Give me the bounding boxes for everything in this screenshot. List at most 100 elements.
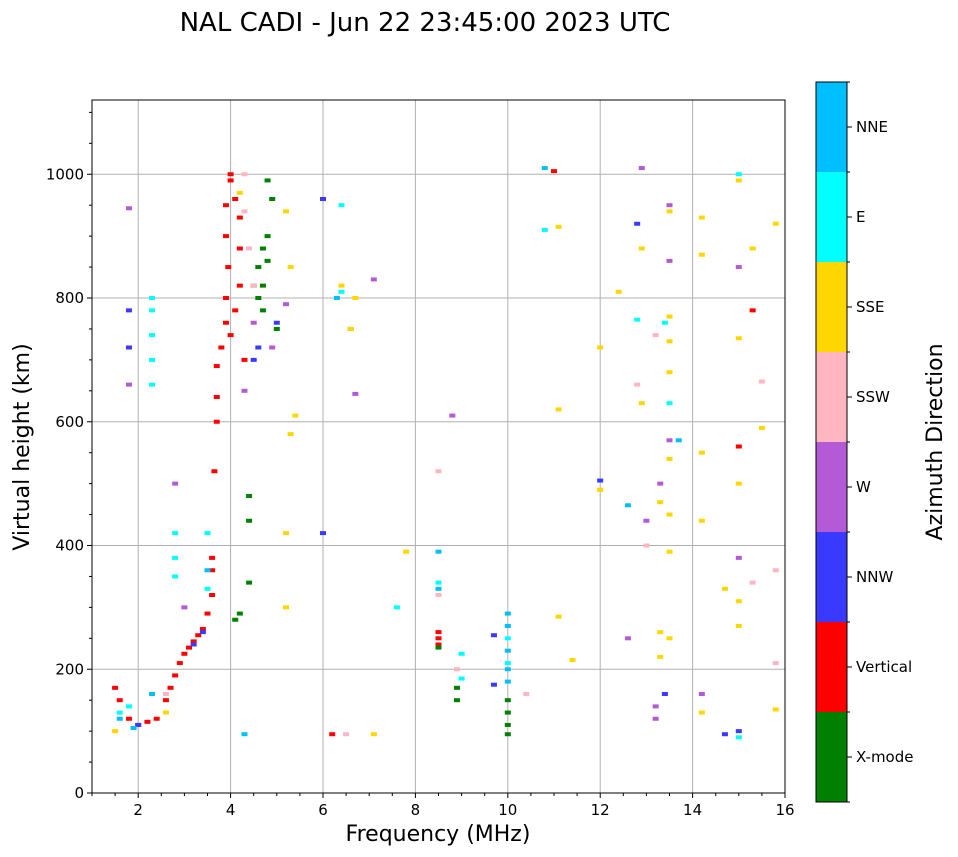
- echo-point-e: [504, 636, 511, 641]
- echo-point-x-mode: [453, 698, 460, 703]
- echo-point-x-mode: [246, 580, 253, 585]
- echo-point-x-mode: [246, 494, 253, 498]
- echo-point-vertical: [186, 645, 193, 650]
- echo-point-x-mode: [264, 178, 271, 183]
- echo-point-w: [352, 391, 359, 396]
- echo-point-vertical: [176, 661, 183, 666]
- echo-point-nne: [504, 648, 511, 653]
- colorbar-segment-ssw: [816, 352, 847, 442]
- echo-point-sse: [666, 512, 673, 517]
- echo-point-w: [250, 320, 257, 325]
- echo-point-x-mode: [259, 246, 266, 251]
- echo-point-e: [735, 172, 742, 177]
- colorbar-segment-sse: [816, 262, 847, 352]
- echo-point-nnw: [490, 682, 497, 687]
- echo-point-sse: [698, 252, 705, 257]
- colorbar-tick-label: X-mode: [856, 748, 913, 766]
- y-axis-label: Virtual height (km): [10, 343, 35, 550]
- echo-point-vertical: [435, 642, 442, 647]
- echo-point-w: [172, 481, 179, 486]
- echo-point-sse: [352, 296, 359, 300]
- echo-point-nnw: [135, 722, 142, 727]
- echo-point-sse: [162, 710, 169, 715]
- echo-point-ssw: [772, 661, 779, 666]
- colorbar-segment-vertical: [816, 622, 847, 712]
- echo-point-vertical: [225, 265, 232, 270]
- echo-point-sse: [338, 283, 345, 288]
- echo-point-vertical: [213, 419, 220, 424]
- x-tick-label: 10: [498, 801, 517, 819]
- echo-point-x-mode: [259, 308, 266, 313]
- echo-point-nne: [624, 503, 631, 508]
- echo-point-nne: [504, 623, 511, 628]
- echo-point-nnw: [199, 630, 206, 635]
- echo-point-sse: [735, 481, 742, 486]
- echo-point-nne: [504, 679, 511, 684]
- echo-point-sse: [666, 339, 673, 344]
- echo-point-w: [666, 203, 673, 208]
- echo-point-nne: [435, 549, 442, 554]
- echo-point-w: [241, 388, 248, 393]
- echo-point-e: [435, 580, 442, 585]
- echo-point-nne: [435, 586, 442, 591]
- echo-point-nne: [149, 692, 156, 696]
- plot-frame: [91, 99, 786, 794]
- echo-point-x-mode: [269, 197, 276, 201]
- echo-point-w: [638, 166, 645, 171]
- echo-point-e: [149, 333, 156, 338]
- echo-point-e: [172, 555, 179, 560]
- echo-point-e: [149, 382, 156, 387]
- echo-point-e: [149, 357, 156, 362]
- echo-point-sse: [657, 654, 664, 659]
- echo-point-w: [735, 555, 742, 560]
- echo-point-vertical: [222, 234, 229, 239]
- echo-point-nnw: [597, 478, 604, 483]
- echo-point-e: [634, 317, 641, 322]
- echo-point-e: [661, 320, 668, 325]
- colorbar-tick-label: Vertical: [856, 658, 912, 676]
- echo-point-nnw: [273, 320, 280, 325]
- echo-point-sse: [772, 707, 779, 712]
- echo-point-x-mode: [232, 617, 239, 622]
- echo-point-nnw: [250, 357, 257, 362]
- echo-point-sse: [666, 636, 673, 641]
- echo-point-sse: [698, 518, 705, 523]
- colorbar-tick-label: SSE: [856, 298, 885, 316]
- echo-point-vertical: [162, 698, 169, 703]
- echo-point-nne: [130, 726, 137, 731]
- echo-point-e: [204, 586, 211, 591]
- echo-point-sse: [370, 732, 377, 737]
- echo-point-x-mode: [264, 234, 271, 239]
- echo-point-nne: [504, 667, 511, 672]
- echo-point-sse: [283, 605, 290, 610]
- echo-point-ssw: [241, 172, 248, 177]
- echo-point-sse: [666, 456, 673, 461]
- echo-point-vertical: [236, 283, 243, 288]
- echo-point-vertical: [749, 308, 756, 313]
- echo-point-w: [652, 716, 659, 721]
- echo-point-vertical: [735, 444, 742, 449]
- x-tick-label: 16: [775, 801, 794, 819]
- echo-point-w: [181, 605, 188, 610]
- echo-point-x-mode: [504, 710, 511, 715]
- echo-point-sse: [735, 336, 742, 341]
- echo-point-w: [698, 692, 705, 696]
- echo-point-vertical: [232, 197, 239, 201]
- echo-point-sse: [555, 614, 562, 619]
- echo-point-nnw: [125, 345, 132, 350]
- echo-point-w: [125, 206, 132, 211]
- y-tick-label: 0: [74, 784, 84, 802]
- echo-point-x-mode: [264, 258, 271, 263]
- echo-point-sse: [698, 450, 705, 455]
- echo-point-ssw: [435, 593, 442, 597]
- echo-point-nnw: [661, 692, 668, 696]
- echo-point-vertical: [167, 685, 174, 690]
- echo-point-x-mode: [255, 265, 262, 270]
- echo-point-vertical: [209, 555, 216, 560]
- echo-point-vertical: [116, 698, 123, 703]
- echo-point-nnw: [125, 308, 132, 313]
- echo-point-w: [269, 345, 276, 350]
- echo-point-sse: [638, 401, 645, 406]
- echo-point-sse: [772, 221, 779, 226]
- colorbar-frame: [815, 81, 848, 803]
